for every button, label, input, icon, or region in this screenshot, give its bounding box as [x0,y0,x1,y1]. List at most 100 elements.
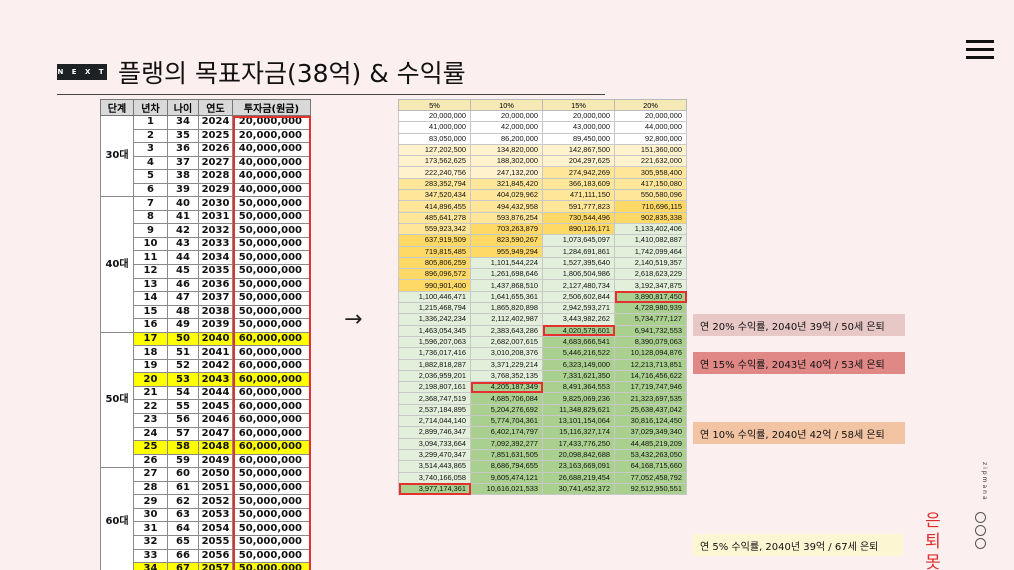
principal-cell: 50,000,000 [232,209,311,225]
age-cell: 67 [167,562,199,570]
balance-cell: 1,641,655,361 [470,290,543,304]
principal-cell: 60,000,000 [232,358,311,374]
balance-cell: 222,240,756 [398,166,471,179]
table-row: 2,036,959,201 3,768,352,135 7,331,621,350 1… [398,369,687,383]
balance-cell: 204,297,625 [542,155,615,168]
year-number-cell: 8 [133,209,168,225]
balance-cell: 3,371,229,214 [470,358,543,371]
balance-cell: 7,331,621,350 [542,369,615,383]
balance-cell: 77,052,458,792 [614,471,687,484]
balance-cell: 1,463,054,345 [398,324,471,337]
rate-header: 20% [614,99,687,111]
table-row: 3,299,470,347 7,851,631,505 20,098,842,688… [398,448,687,462]
table-row: 2,714,044,140 5,774,704,361 13,101,154,064… [398,415,687,428]
balance-cell: 10,616,021,533 [470,482,543,496]
table-row: 173,562,625 188,302,000 204,297,625 221,632… [398,155,687,168]
principal-cell: 50,000,000 [232,250,311,265]
table-row: 1,336,242,234 2,112,402,987 3,443,982,262 5… [398,313,687,326]
age-cell: 63 [167,507,199,523]
column-header: 연도 [198,99,233,116]
table-row: 347,520,434 404,029,962 471,111,150 550,580… [398,189,687,202]
balance-cell: 25,638,437,042 [614,403,687,417]
age-cell: 64 [167,521,199,536]
table-row: 4 37 2027 40,000,000 [101,155,311,171]
principal-cell: 50,000,000 [232,467,311,482]
stage-label: 60대 [100,467,134,570]
stage-label: 30대 [100,114,134,198]
balance-cell: 127,202,500 [398,143,471,157]
year-number-cell: 30 [133,507,168,523]
column-header: 투자금(원금) [232,99,311,116]
table-row: 31 64 2054 50,000,000 [101,521,311,536]
balance-cell: 471,111,150 [542,189,615,202]
balance-cell: 6,323,149,000 [542,358,615,371]
balance-cell: 274,942,269 [542,166,615,179]
age-cell: 44 [167,250,199,265]
year-number-cell: 1 [133,115,168,130]
balance-cell: 1,865,820,898 [470,302,543,315]
table-row: 1,736,017,416 3,010,208,376 5,446,216,522 1… [398,347,687,360]
age-cell: 58 [167,440,199,455]
balance-cell: 1,736,017,416 [398,347,471,360]
arrow-icon: → [344,307,363,332]
table-row: 805,806,259 1,101,544,224 1,527,395,640 2,1… [398,256,687,270]
balance-cell: 2,537,184,895 [398,403,471,417]
balance-cell: 2,618,623,229 [614,268,687,281]
balance-cell: 417,150,080 [614,177,687,191]
balance-cell: 805,806,259 [398,256,471,270]
balance-cell: 11,348,829,621 [542,403,615,417]
age-cell: 39 [167,182,199,198]
balance-cell: 494,432,958 [470,200,543,213]
principal-cell: 60,000,000 [232,413,311,428]
balance-cell: 1,284,691,861 [542,245,615,258]
table-row: 3,740,166,058 9,605,474,121 26,688,219,454… [398,471,687,484]
year-cell: 2040 [198,331,233,347]
year-number-cell: 28 [133,480,168,496]
age-cell: 43 [167,236,199,252]
principal-cell: 50,000,000 [232,277,311,293]
balance-cell: 485,641,278 [398,211,471,224]
year-cell: 2028 [198,169,233,184]
table-row: 33 66 2056 50,000,000 [101,548,311,564]
age-cell: 35 [167,128,199,144]
table-row: 18 51 2041 60,000,000 [101,345,311,360]
table-row: 22 55 2045 60,000,000 [101,399,311,415]
balance-cell: 3,010,208,376 [470,347,543,360]
age-cell: 51 [167,345,199,360]
year-cell: 2029 [198,182,233,198]
indicator-dot[interactable] [975,525,986,536]
indicator-dot[interactable] [975,512,986,523]
principal-cell: 60,000,000 [232,453,311,469]
balance-cell: 30,741,452,372 [542,482,615,496]
year-cell: 2036 [198,277,233,293]
balance-cell: 4,683,666,541 [542,335,615,349]
balance-cell: 3,443,982,262 [542,313,615,326]
principal-cell: 50,000,000 [232,562,311,570]
balance-cell: 3,977,174,361 [398,482,471,496]
principal-cell: 50,000,000 [232,318,311,333]
balance-cell: 2,140,519,357 [614,256,687,270]
table-row: 8 41 2031 50,000,000 [101,209,311,225]
balance-cell: 173,562,625 [398,155,471,168]
balance-cell: 719,815,485 [398,245,471,258]
balance-cell: 15,116,327,174 [542,426,615,439]
balance-cell: 404,029,962 [470,189,543,202]
age-cell: 57 [167,426,199,442]
menu-icon[interactable] [966,40,994,59]
balance-cell: 44,000,000 [614,121,687,134]
balance-cell: 896,096,572 [398,268,471,281]
balance-cell: 4,205,187,349 [470,381,543,394]
age-cell: 38 [167,169,199,184]
year-cell: 2037 [198,291,233,306]
principal-cell: 60,000,000 [232,440,311,455]
balance-cell: 321,845,420 [470,177,543,191]
year-cell: 2052 [198,494,233,509]
balance-cell: 86,200,000 [470,132,543,145]
rate-header: 5% [398,99,471,111]
indicator-dot[interactable] [975,538,986,549]
column-header: 단계 [100,99,134,116]
table-row: 2,198,807,161 4,205,187,349 8,491,364,553 1… [398,381,687,394]
note-5-percent: 연 5% 수익률, 2040년 39억 / 67세 은퇴 [693,534,903,556]
principal-cell: 60,000,000 [232,372,311,387]
balance-cell: 1,215,468,794 [398,302,471,315]
